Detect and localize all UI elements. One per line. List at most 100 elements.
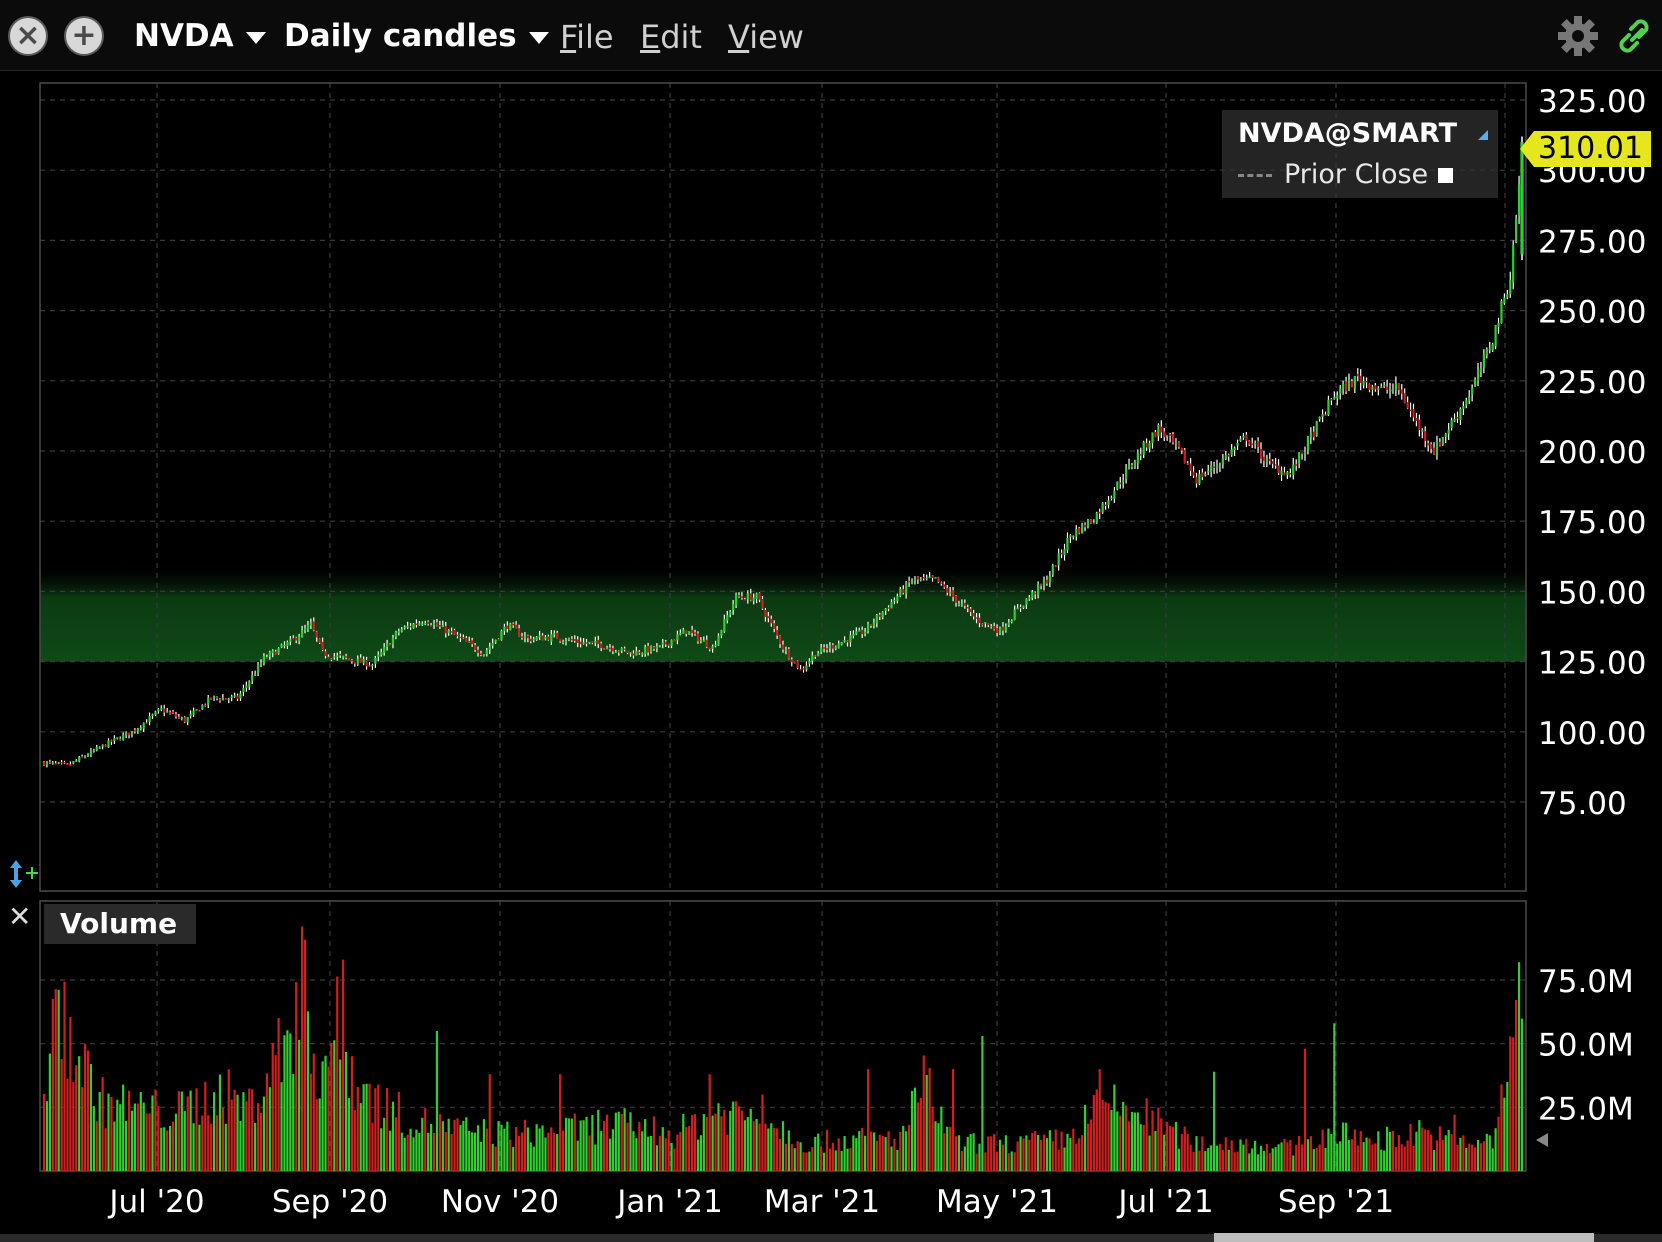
candle-down bbox=[1186, 463, 1189, 465]
candle-up bbox=[1453, 418, 1456, 422]
volume-bar-down bbox=[368, 1083, 371, 1171]
volume-bar-down bbox=[517, 1135, 521, 1171]
candle-up bbox=[212, 696, 216, 698]
add-window-button[interactable]: + bbox=[64, 16, 104, 56]
volume-bar-up bbox=[1254, 1140, 1257, 1171]
candle-up bbox=[122, 734, 125, 740]
candle-up bbox=[655, 645, 659, 649]
candle-down bbox=[969, 608, 972, 613]
candle-down bbox=[1160, 426, 1163, 433]
volume-bar-up bbox=[447, 1118, 450, 1171]
candle-down bbox=[1192, 471, 1195, 476]
candle-up bbox=[286, 641, 289, 646]
candle-up bbox=[1444, 433, 1447, 437]
horizontal-scrollbar[interactable] bbox=[0, 1234, 1662, 1242]
volume-bar-up bbox=[465, 1117, 468, 1171]
volume-bar-down bbox=[1350, 1139, 1354, 1171]
candle-up bbox=[1377, 388, 1380, 390]
candle-down bbox=[846, 640, 849, 643]
menu-file[interactable]: File bbox=[560, 18, 614, 56]
scrollbar-thumb[interactable] bbox=[1214, 1233, 1594, 1242]
volume-bar-down bbox=[397, 1091, 400, 1171]
volume-bar-down bbox=[271, 1042, 274, 1171]
menu-edit[interactable]: Edit bbox=[640, 18, 702, 56]
volume-bar-down bbox=[1391, 1130, 1395, 1171]
volume-bar-down bbox=[652, 1116, 656, 1171]
volume-bar-down bbox=[550, 1127, 553, 1171]
volume-bar-up bbox=[45, 1101, 49, 1171]
candle-down bbox=[497, 638, 500, 641]
interval-dropdown[interactable]: Daily candles bbox=[284, 18, 549, 54]
volume-bar-up bbox=[896, 1150, 899, 1171]
symbol-dropdown[interactable]: NVDA bbox=[134, 18, 266, 54]
volume-bar-down bbox=[1016, 1141, 1019, 1171]
candle-down bbox=[638, 651, 641, 654]
candle-up bbox=[72, 761, 75, 764]
volume-bar-down bbox=[761, 1094, 764, 1171]
candle-up bbox=[485, 650, 488, 655]
candle-up bbox=[406, 626, 409, 628]
volume-bar-down bbox=[1013, 1152, 1016, 1171]
price-volume-chart[interactable]: 75.00 100.00 125.00 150.00 175.00 200.00 225.0… bbox=[0, 71, 1662, 1242]
volume-bar-up bbox=[541, 1125, 544, 1171]
price-scale-handle-icon[interactable] bbox=[8, 858, 40, 888]
candle-up bbox=[268, 652, 271, 657]
volume-bar-up bbox=[1377, 1131, 1380, 1171]
candle-down bbox=[781, 644, 785, 650]
link-icon[interactable] bbox=[1612, 14, 1656, 58]
volume-bar-up bbox=[787, 1130, 790, 1171]
volume-bar-up bbox=[1195, 1136, 1198, 1171]
volume-bar-up bbox=[125, 1120, 128, 1171]
volume-bar-up bbox=[262, 1096, 266, 1171]
candle-down bbox=[758, 592, 761, 600]
volume-bar-up bbox=[600, 1131, 603, 1171]
volume-bar-up bbox=[1506, 1081, 1509, 1171]
candle-down bbox=[573, 639, 576, 641]
volume-bar-up bbox=[503, 1128, 506, 1171]
volume-bar-down bbox=[1318, 1144, 1321, 1171]
volume-bar-up bbox=[661, 1127, 664, 1171]
candle-down bbox=[1268, 458, 1271, 462]
scroll-left-icon[interactable] bbox=[1536, 1133, 1548, 1147]
candle-down bbox=[63, 761, 66, 764]
candle-up bbox=[503, 626, 506, 632]
candle-up bbox=[424, 622, 427, 625]
volume-bar-down bbox=[1189, 1144, 1192, 1171]
candle-down bbox=[1195, 476, 1198, 484]
candle-down bbox=[462, 636, 465, 639]
volume-bar-down bbox=[1303, 1048, 1307, 1171]
candle-down bbox=[954, 595, 958, 603]
candle-up bbox=[1113, 490, 1116, 499]
menu-view[interactable]: View bbox=[728, 18, 804, 56]
candle-down bbox=[1415, 417, 1418, 421]
price-tick-label: 325.00 bbox=[1538, 84, 1646, 120]
volume-bar-down bbox=[230, 1099, 233, 1171]
volume-bar-down bbox=[1409, 1124, 1412, 1171]
volume-bar-down bbox=[1429, 1134, 1433, 1171]
close-window-button[interactable]: × bbox=[8, 16, 48, 56]
price-tick-label: 75.00 bbox=[1538, 786, 1627, 822]
volume-bar-up bbox=[292, 1074, 295, 1171]
volume-bar-up bbox=[418, 1132, 421, 1171]
volume-bar-down bbox=[993, 1134, 996, 1171]
close-panel-icon[interactable]: ✕ bbox=[8, 900, 32, 933]
volume-bar-up bbox=[224, 1123, 227, 1171]
volume-bar-up bbox=[415, 1129, 418, 1171]
gear-icon[interactable] bbox=[1556, 14, 1600, 58]
candle-up bbox=[1215, 465, 1219, 469]
candle-down bbox=[368, 665, 371, 667]
candle-up bbox=[262, 656, 266, 664]
volume-bar-up bbox=[635, 1138, 638, 1171]
candle-up bbox=[254, 673, 257, 676]
candle-up bbox=[1515, 218, 1518, 243]
candle-up bbox=[1042, 580, 1046, 586]
menu-view-accel: V bbox=[728, 18, 750, 56]
volume-bar-down bbox=[148, 1113, 151, 1171]
candle-up bbox=[817, 652, 820, 657]
candle-up bbox=[1037, 584, 1040, 596]
candle-down bbox=[943, 584, 946, 588]
candle-up bbox=[699, 639, 702, 642]
volume-bar-up bbox=[218, 1074, 222, 1171]
candle-up bbox=[1127, 464, 1131, 469]
volume-bar-down bbox=[1180, 1133, 1183, 1171]
